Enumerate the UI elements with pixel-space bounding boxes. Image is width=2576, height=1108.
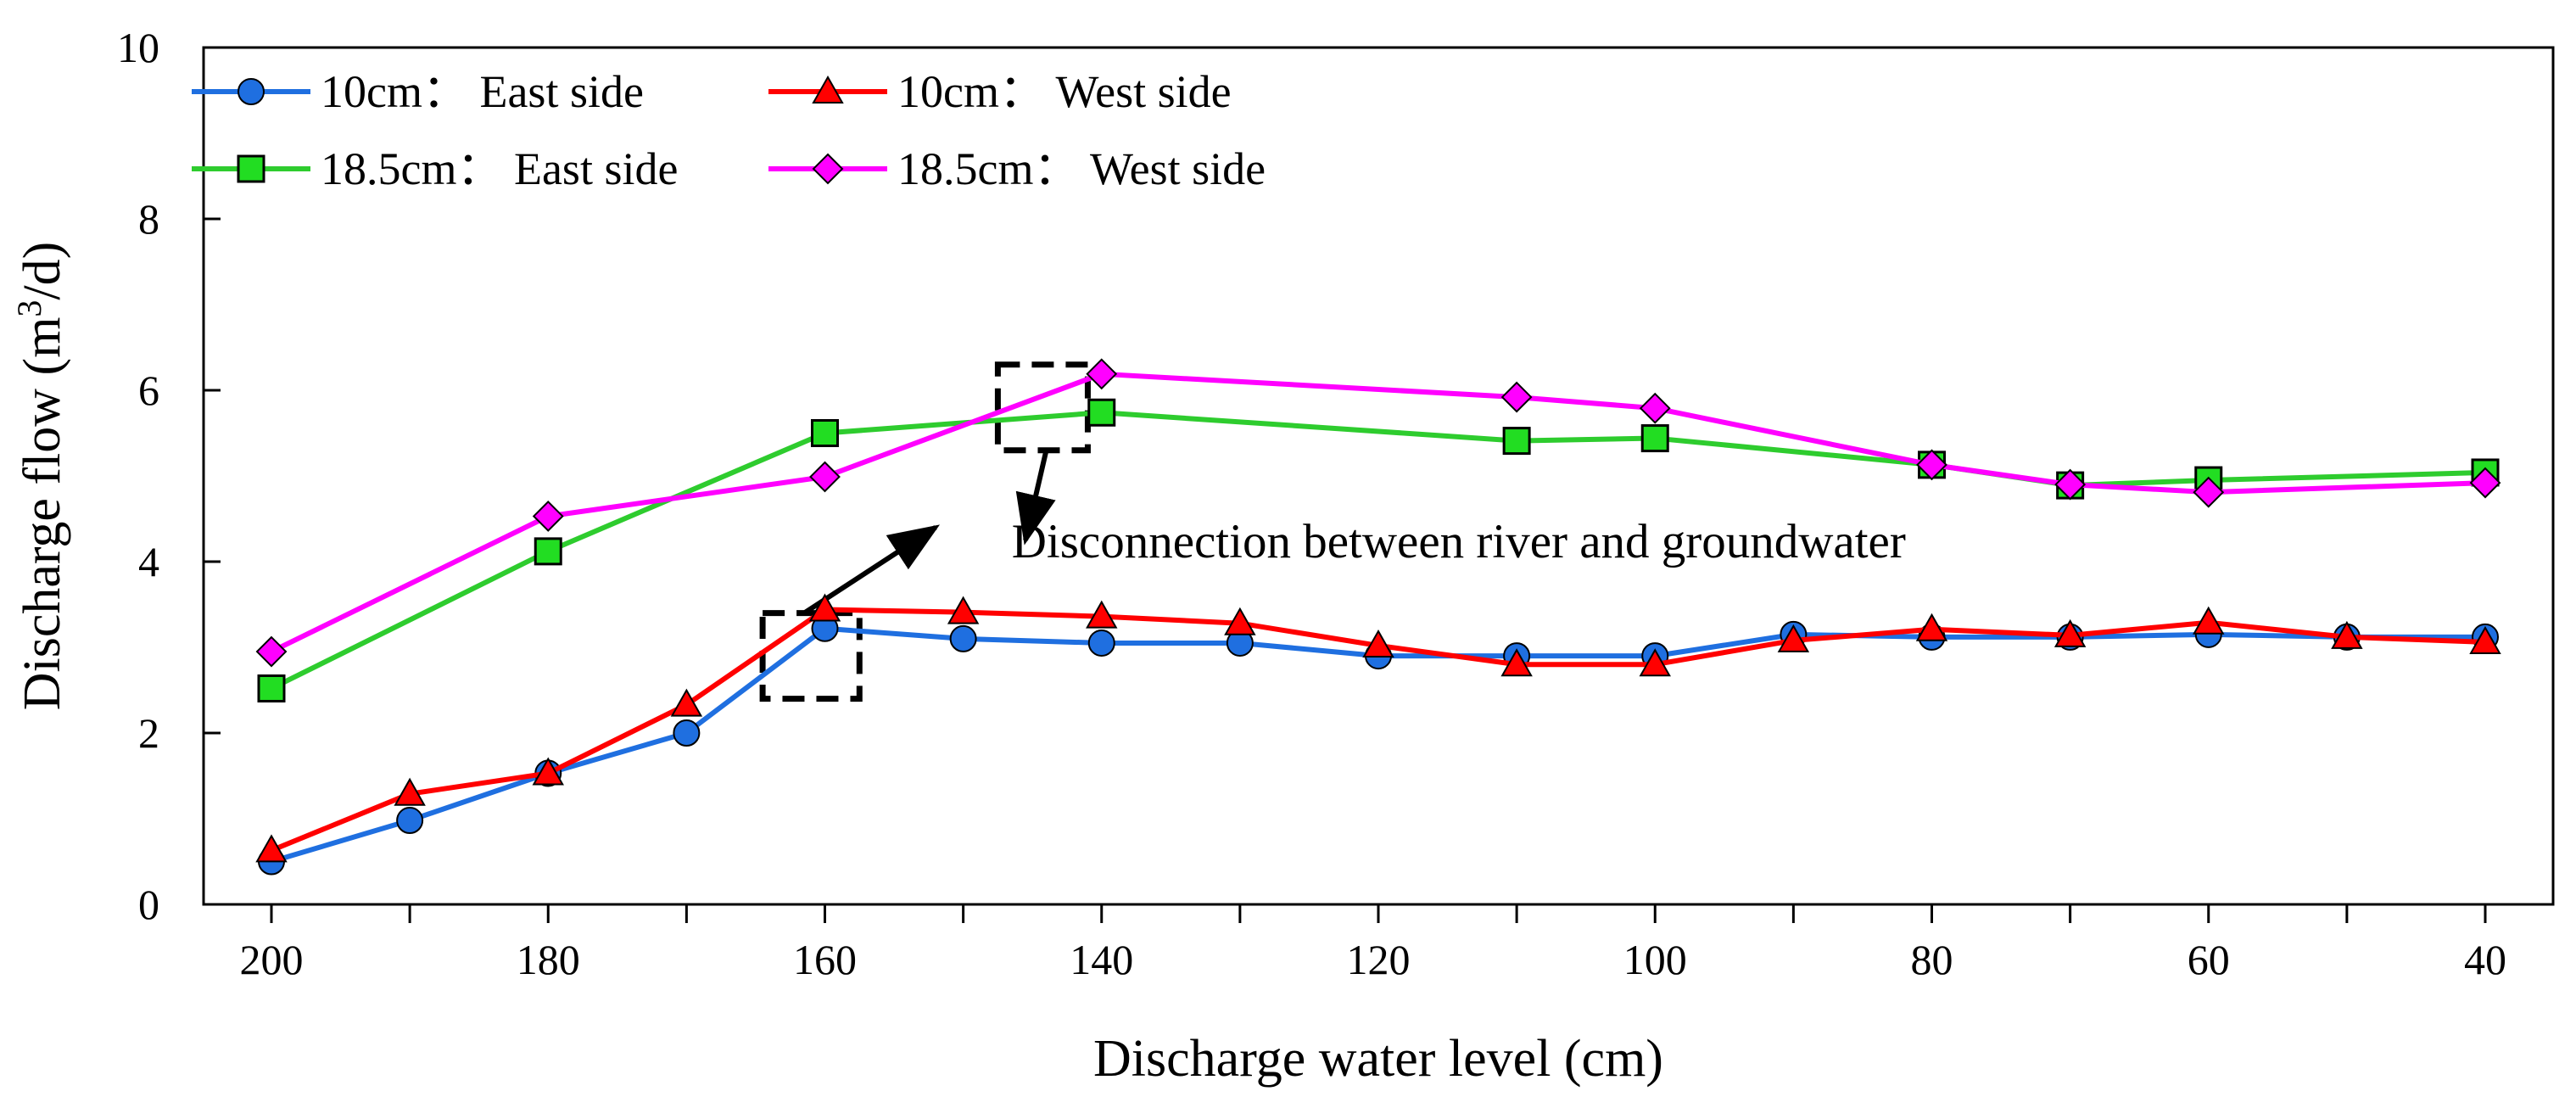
data-point [1915,613,1948,641]
series-2 [257,398,2500,702]
data-point [1640,424,1669,453]
legend-marker [237,154,265,183]
legend-marker [237,78,265,105]
data-point [1362,629,1394,658]
y-tick-label: 8 [138,195,159,243]
y-tick-label: 4 [138,538,159,585]
data-point [1086,358,1118,390]
y-axis-title-tail: /d) [14,242,71,300]
data-point [1916,449,1947,481]
x-tick-label: 100 [1623,936,1687,983]
x-tick-label: 140 [1070,936,1133,983]
data-point [2469,467,2501,499]
x-tick-label: 180 [517,936,580,983]
data-point [2054,468,2087,501]
data-point [2469,625,2501,654]
series-3 [255,358,2501,668]
y-tick-label: 2 [138,709,159,757]
x-tick-label: 120 [1347,936,1411,983]
x-axis-title: Discharge water level (cm) [1093,1030,1663,1088]
data-point [809,461,841,493]
series-line [270,410,2486,691]
data-point [2054,618,2087,647]
data-point [947,596,980,624]
y-tick-label: 0 [138,881,159,928]
x-tick-label: 80 [1911,936,1953,983]
data-point [1502,427,1531,456]
legend-item: 18.5cm： West side [768,143,1266,194]
data-point [1500,381,1533,413]
data-point [255,635,288,668]
legend-marker [812,153,844,185]
legend-label: 10cm： West side [897,66,1232,117]
data-point [808,593,841,622]
x-tick-label: 160 [793,936,857,983]
data-point [532,757,564,786]
legend-label: 18.5cm： East side [321,143,678,194]
data-point [532,501,564,532]
data-point [2193,476,2225,508]
annotation-text: Disconnection between river and groundwa… [1012,515,1906,568]
y-tick-label: 6 [138,367,159,414]
series-line [270,371,2486,654]
legend-item: 10cm： East side [192,66,644,117]
data-point [1777,624,1810,652]
data-point [670,688,703,717]
annotation-dashed-box [759,610,863,702]
data-point [811,419,839,447]
legend-marker [812,75,844,104]
y-axis-title-superscript: 3 [10,300,48,317]
data-point [2193,606,2225,635]
data-point [1087,629,1115,657]
annotation-arrow [1015,450,1056,546]
data-point [1639,392,1671,424]
data-point [2331,620,2363,649]
data-point [255,834,288,863]
legend-item: 18.5cm： East side [192,143,678,194]
data-point [1500,648,1533,677]
data-point [534,537,562,566]
y-axis-title: Discharge flow (m3/d) [10,242,71,711]
legend-item: 10cm： West side [768,66,1232,117]
data-point [1087,398,1116,427]
data-point [394,777,426,806]
legend-label: 10cm： East side [321,66,644,117]
data-point [673,719,701,747]
y-tick-label: 10 [117,24,159,71]
series-1 [255,593,2501,863]
data-point [949,624,977,652]
data-point [396,807,424,835]
x-tick-label: 60 [2188,936,2230,983]
annotation-dashed-box [994,361,1091,454]
x-tick-label: 40 [2464,936,2506,983]
data-point [1224,607,1256,635]
x-tick-label: 200 [240,936,304,983]
y-axis-title-main: Discharge flow (m [14,317,71,711]
data-point [1639,648,1671,677]
data-point [257,674,286,702]
legend-label: 18.5cm： West side [897,143,1266,194]
data-point [1086,600,1118,629]
